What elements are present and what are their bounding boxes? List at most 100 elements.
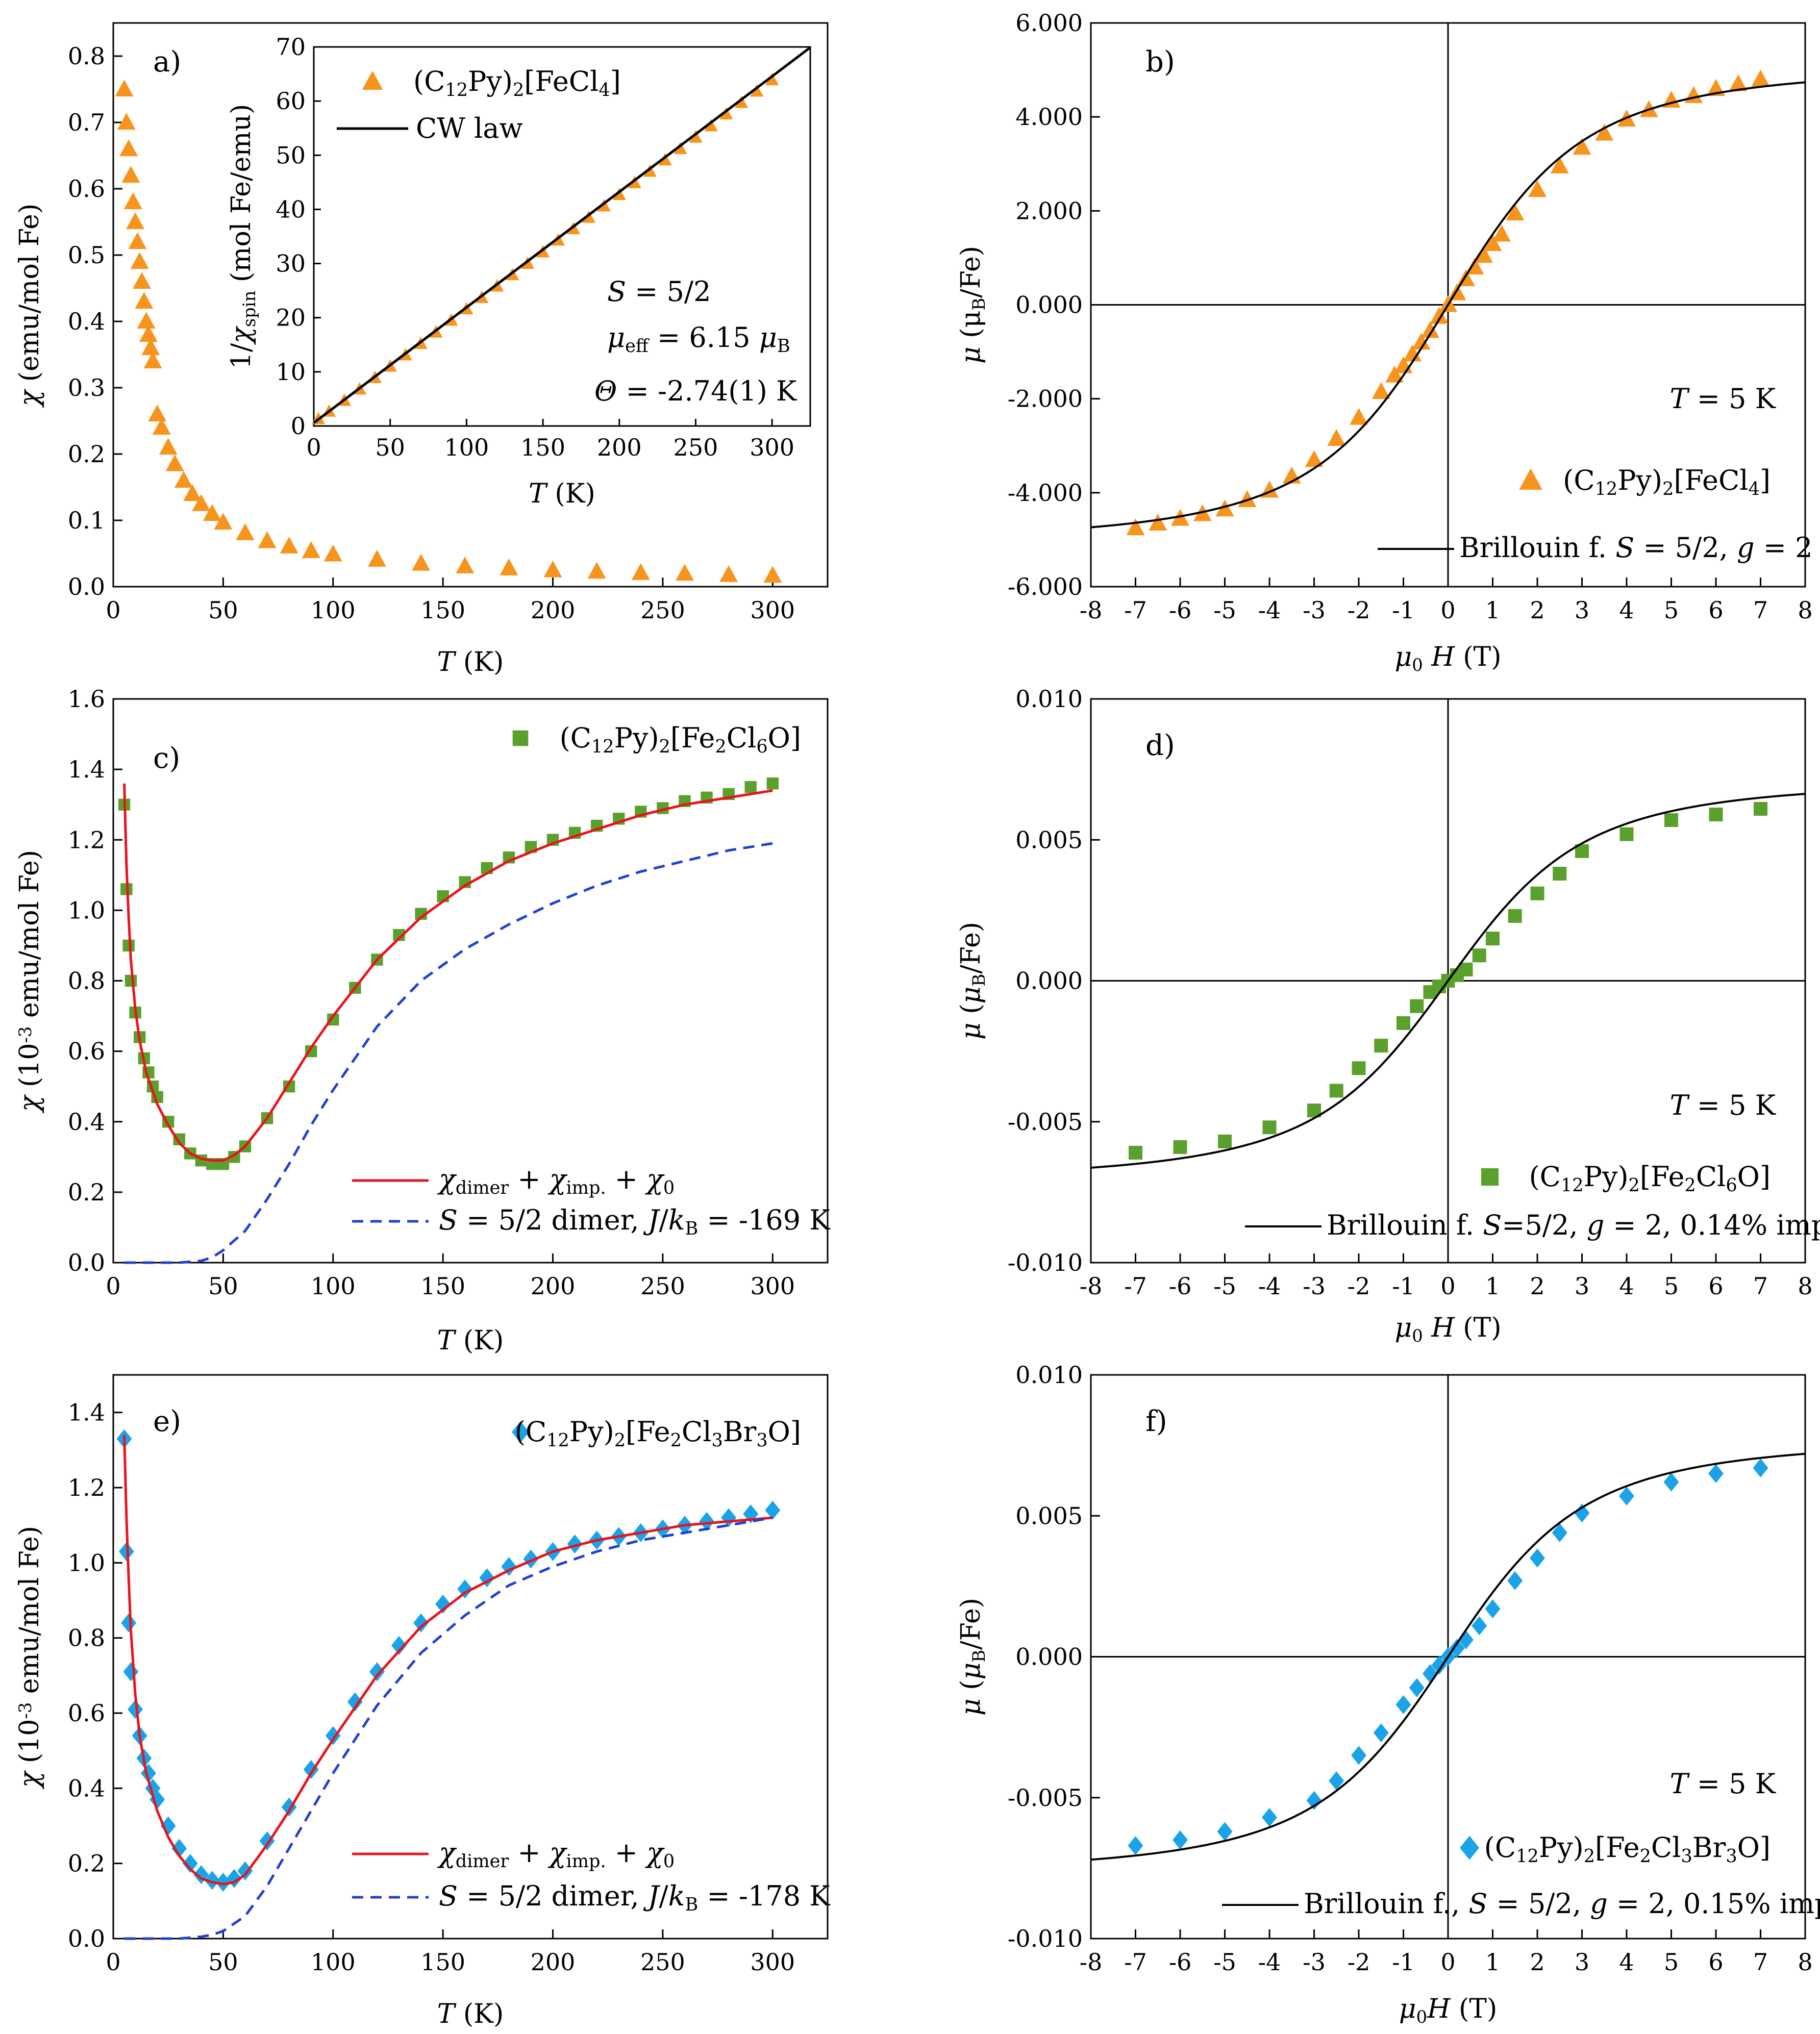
chart-d: -8 -7 -6 -5 -4 -3 -2 -1 0 1 2 3 4 5 6 7 8 -0.010 -0.005 0.0… — [956, 685, 1820, 1346]
data-point — [280, 536, 298, 554]
y-tick-label: 0.2 — [68, 1178, 105, 1206]
data-point — [183, 484, 202, 501]
data-point — [1753, 1458, 1768, 1477]
x-tick-label: 7 — [1753, 596, 1768, 624]
data-point — [1329, 1771, 1344, 1791]
x-tick-label: 50 — [375, 434, 405, 461]
y-tick-label: 50 — [276, 141, 306, 169]
x-tick-label: 2 — [1530, 1272, 1544, 1300]
data-point — [456, 556, 475, 573]
y-tick-label: 1.0 — [68, 1549, 105, 1576]
data-point — [128, 1700, 143, 1719]
x-tick-label: 200 — [531, 1272, 576, 1300]
data-point — [1460, 1836, 1479, 1860]
data-point — [215, 1872, 231, 1892]
x-tick-label: 150 — [420, 1948, 465, 1976]
data-point — [658, 153, 672, 166]
x-tick-label: -1 — [1392, 596, 1415, 624]
data-point — [1459, 962, 1473, 976]
data-point — [1305, 450, 1324, 467]
x-tick-label: 4 — [1619, 1272, 1634, 1300]
x-tick-label: 100 — [444, 434, 489, 461]
data-point — [165, 454, 184, 471]
y-tick-label: 0.0 — [68, 573, 105, 600]
data-point — [567, 1534, 583, 1554]
x-tick-label: 1 — [1485, 596, 1500, 624]
data-point — [628, 175, 641, 188]
data-point — [1372, 382, 1390, 399]
data-point — [123, 1662, 139, 1681]
chart-f: -8 -7 -6 -5 -4 -3 -2 -1 0 1 2 3 4 5 6 7 8 -0.010 -0.005 0.0… — [956, 1361, 1820, 2027]
y-tick-label: 1.2 — [68, 1474, 105, 1501]
data-point — [643, 164, 657, 177]
data-point — [174, 471, 193, 488]
y-axis-label: μ (μB/Fe) — [956, 922, 989, 1040]
x-tick-label: 4 — [1619, 1948, 1634, 1976]
data-point — [133, 272, 151, 289]
data-point — [1485, 1599, 1501, 1619]
y-tick-label: 0.6 — [68, 175, 105, 203]
data-point — [122, 939, 135, 952]
x-tick-label: 250 — [674, 434, 718, 461]
x-tick-label: 100 — [311, 596, 356, 624]
data-point — [121, 1613, 137, 1633]
y-tick-label: 0.4 — [68, 1108, 105, 1136]
panel-label: a) — [153, 45, 181, 79]
data-point — [1574, 1503, 1590, 1523]
legend-label-fit: Brillouin f., S = 5/2, g = 2, 0.15% imp. — [1304, 1888, 1820, 1920]
data-point — [367, 549, 386, 567]
y-tick-label: 60 — [276, 87, 306, 115]
data-point — [204, 1871, 220, 1890]
data-point — [582, 210, 596, 223]
panel-label: b) — [1145, 45, 1175, 79]
data-point — [457, 1579, 473, 1599]
data-point — [1449, 1639, 1465, 1658]
data-point — [721, 1508, 737, 1527]
panel-label: d) — [1145, 729, 1175, 762]
x-tick-label: 0 — [106, 1272, 120, 1300]
x-axis-label: μ0H (T) — [1399, 1994, 1497, 2027]
data-point — [1619, 1486, 1634, 1506]
x-tick-label: 50 — [208, 1272, 238, 1300]
x-tick-label: 300 — [750, 1948, 795, 1976]
y-tick-label: 0.010 — [1015, 685, 1083, 713]
data-point — [1262, 1807, 1277, 1827]
x-axis-label: T (K) — [437, 1999, 504, 2029]
data-point — [719, 107, 733, 120]
plot-frame — [112, 22, 829, 588]
x-tick-label: 250 — [640, 1948, 685, 1976]
x-tick-label: 5 — [1664, 1272, 1679, 1300]
data-point — [1238, 490, 1257, 507]
y-tick-label: 30 — [276, 250, 306, 278]
y-tick-label: -0.010 — [1008, 1249, 1083, 1276]
x-tick-label: 3 — [1575, 1948, 1589, 1976]
x-tick-label: -5 — [1213, 1272, 1236, 1300]
data-point — [393, 929, 405, 941]
data-point — [192, 494, 211, 511]
y-tick-label: 0.000 — [1015, 967, 1083, 995]
y-tick-label: 0.0 — [68, 1249, 105, 1276]
x-tick-label: -7 — [1124, 1272, 1147, 1300]
data-point — [587, 562, 606, 579]
x-axis-label: T (K) — [437, 647, 504, 677]
x-tick-label: 1 — [1485, 1272, 1500, 1300]
data-point — [1173, 1140, 1187, 1154]
data-point — [1550, 156, 1569, 174]
data-point — [347, 1692, 363, 1712]
y-tick-label: 0.6 — [68, 1699, 105, 1727]
x-tick-label: -6 — [1169, 1948, 1192, 1976]
x-axis-label: μ0 H (T) — [1395, 1313, 1502, 1346]
plot-frame — [313, 46, 811, 427]
data-point — [117, 113, 136, 130]
y-tick-label: 0.3 — [68, 374, 105, 401]
x-tick-label: 5 — [1664, 1948, 1679, 1976]
data-point — [1519, 468, 1542, 490]
chart-b: -8 -7 -6 -5 -4 -3 -2 -1 0 1 2 3 4 5 6 7 8 -6.000 -4.000 -2.… — [956, 9, 1813, 675]
data-point — [612, 187, 626, 200]
series-line — [124, 842, 773, 1264]
x-tick-label: 7 — [1753, 1272, 1768, 1300]
legend-label-data: (C12Py)2[FeCl4] — [413, 65, 621, 101]
series-line — [1090, 81, 1806, 529]
x-tick-label: 200 — [531, 1948, 576, 1976]
